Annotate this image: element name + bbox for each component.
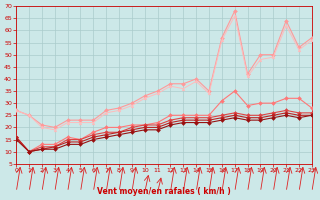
- X-axis label: Vent moyen/en rafales ( km/h ): Vent moyen/en rafales ( km/h ): [97, 187, 231, 196]
